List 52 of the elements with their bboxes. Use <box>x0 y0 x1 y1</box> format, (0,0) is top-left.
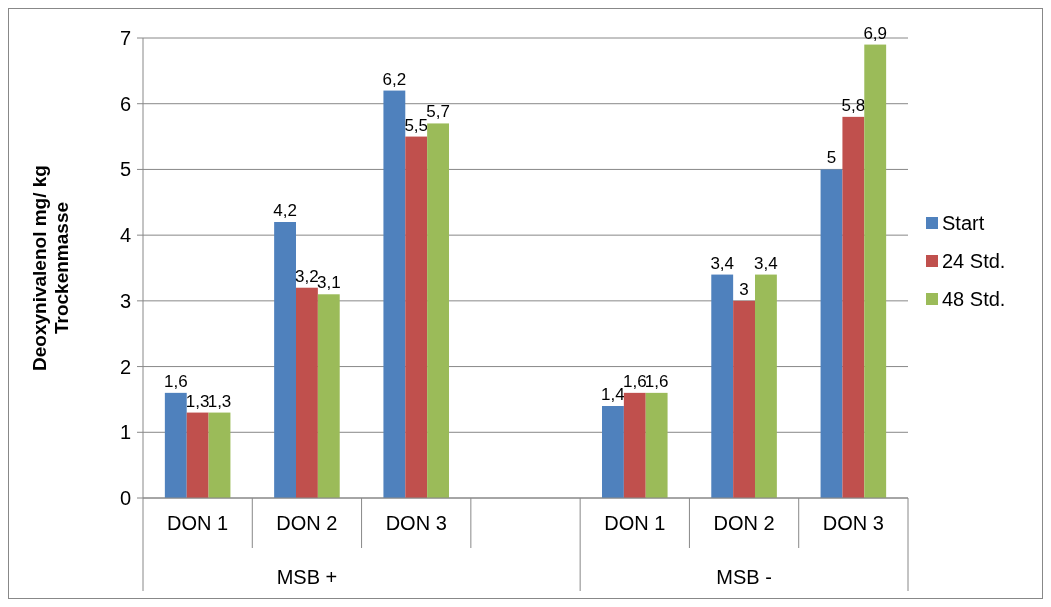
bar <box>186 412 209 498</box>
x-tick-label: DON 2 <box>713 512 775 534</box>
data-label: 1,4 <box>601 385 625 404</box>
y-tick-label: 7 <box>119 27 131 49</box>
data-label: 5,7 <box>426 102 450 122</box>
y-tick-label: 4 <box>119 224 131 247</box>
legend-label: 48 Std. <box>942 288 1006 310</box>
data-label: 3,2 <box>295 266 319 286</box>
y-tick-label: 6 <box>119 92 131 115</box>
text: MSB + <box>276 566 338 588</box>
bar <box>383 90 406 498</box>
y-tick-label: 3 <box>119 289 131 312</box>
bar <box>711 274 734 498</box>
bar <box>645 392 668 498</box>
bar <box>623 392 646 498</box>
bar <box>427 123 449 498</box>
legend-label: 24 Std. <box>942 250 1006 272</box>
data-label: 5,8 <box>841 95 866 115</box>
data-label: 3,4 <box>754 253 778 273</box>
bar <box>296 287 318 498</box>
legend-label: Start <box>942 212 985 234</box>
bar <box>733 300 755 498</box>
bar <box>864 44 887 498</box>
bar <box>820 169 843 498</box>
data-label: 1,3 <box>185 391 210 411</box>
bar <box>274 222 296 498</box>
text: MSB - <box>716 566 772 588</box>
bar <box>405 136 428 498</box>
data-label: 4,2 <box>273 201 297 220</box>
data-label: 5 <box>826 148 837 168</box>
x-tick-label: DON 1 <box>167 512 229 534</box>
bar <box>602 406 624 498</box>
bar <box>317 294 340 498</box>
y-axis-title: Deoxynivalenol mg/ kg Trockenmasse <box>29 165 72 371</box>
data-label: 1,6 <box>163 371 188 391</box>
bar <box>164 392 187 498</box>
data-label: 6,2 <box>382 69 407 89</box>
data-label: 6,9 <box>863 23 888 43</box>
y-tick-label: 0 <box>119 487 131 509</box>
bar <box>842 116 865 498</box>
bar <box>208 412 231 498</box>
y-tick-label: 1 <box>119 421 131 444</box>
data-label: 3 <box>739 279 749 299</box>
bar <box>755 274 777 498</box>
data-label: 3,4 <box>710 253 735 273</box>
y-tick-label: 5 <box>119 158 131 181</box>
x-tick-label: DON 2 <box>276 512 338 534</box>
x-tick-label: DON 3 <box>385 512 447 534</box>
x-tick-label: DON 3 <box>822 512 884 534</box>
data-label: 1,6 <box>622 371 647 391</box>
y-tick-label: 2 <box>119 355 131 378</box>
x-tick-label: DON 1 <box>604 512 666 534</box>
